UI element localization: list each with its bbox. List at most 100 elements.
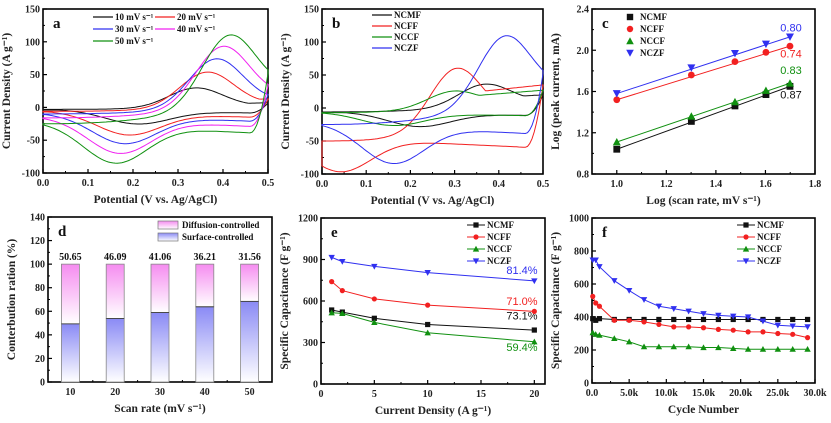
x-tick-label: 50 [245, 387, 255, 398]
marker-circle [590, 293, 596, 299]
marker-triangle-up [730, 97, 739, 106]
marker-circle [641, 319, 647, 325]
y-tick-label: 2.4 [577, 5, 590, 16]
bar-data-label: 36.21 [194, 252, 217, 263]
marker-triangle-down [759, 318, 767, 325]
x-tick-label: 0 [319, 389, 324, 400]
x-tick-label: 10 [423, 389, 433, 400]
legend-label: NCMF [487, 220, 514, 230]
marker-circle [715, 326, 721, 332]
y-tick-label: 300 [303, 338, 318, 349]
marker-square [425, 321, 431, 328]
y-tick-label: 80 [35, 283, 45, 294]
bar-diffusion [150, 263, 170, 313]
marker-square [656, 316, 662, 323]
x-tick-label: 1.2 [660, 179, 673, 190]
y-tick-label: 0.8 [577, 170, 590, 181]
marker-triangle-down [371, 263, 378, 270]
bar-diffusion [105, 263, 125, 319]
marker-triangle-up [424, 329, 431, 336]
marker-circle [613, 96, 621, 104]
y-axis-label: Current Density (A g⁻¹) [280, 33, 292, 149]
x-tick-label: 5.0k [620, 388, 639, 399]
cv-curve-black [321, 83, 544, 128]
marker-circle [786, 42, 794, 50]
x-tick-label: 20 [110, 387, 120, 398]
legend-label: NCZF [640, 48, 665, 58]
cv-curve-red [42, 71, 269, 136]
marker-circle [329, 279, 335, 285]
x-tick-label: 10 [65, 387, 75, 398]
marker-triangle-up [774, 345, 782, 352]
marker-triangle-down [472, 258, 480, 265]
y-tick-label: 600 [574, 280, 589, 291]
marker-triangle-up [715, 344, 722, 351]
marker-square [731, 102, 739, 110]
y-tick-label: 50 [30, 70, 40, 81]
marker-circle [686, 324, 692, 330]
x-tick-label: 0.5 [537, 179, 550, 190]
x-tick-label: 0.0 [37, 178, 50, 189]
marker-triangle-down [611, 278, 618, 284]
legend-label: NCCF [487, 244, 512, 254]
y-tick-label: 800 [574, 247, 589, 258]
marker-square [804, 316, 811, 323]
plot-frame [591, 217, 816, 384]
x-tick-label: 15 [476, 389, 486, 400]
y-tick-label: 0 [40, 378, 45, 389]
bar-surface [240, 300, 260, 383]
x-tick-label: 1.0 [611, 179, 624, 190]
x-tick-label: 25.0k [766, 388, 790, 399]
marker-circle [671, 324, 677, 330]
bar-data-label: 46.09 [104, 252, 127, 263]
marker-circle [593, 300, 599, 306]
marker-triangle-up [700, 344, 707, 351]
y-tick-label: 400 [574, 313, 589, 324]
marker-circle [730, 327, 736, 333]
legend-label: NCMF [394, 10, 421, 20]
marker-square [775, 316, 781, 323]
marker-square [531, 327, 537, 333]
marker-square [687, 118, 695, 125]
y-tick-label: -50 [27, 136, 40, 147]
y-tick-label: 60 [35, 307, 45, 318]
panel-label: d [58, 224, 67, 240]
marker-triangle-down [774, 322, 782, 329]
marker-circle [473, 234, 479, 240]
slope-annotation: 0.74 [780, 48, 801, 60]
x-axis-label: Current Density (A g⁻¹) [375, 405, 491, 417]
marker-triangle-up [592, 331, 599, 337]
marker-circle [611, 317, 617, 323]
marker-triangle-down [789, 323, 796, 330]
marker-square [371, 315, 377, 321]
panel-label: b [332, 16, 340, 32]
marker-triangle-down [785, 33, 794, 41]
series-line-red [331, 281, 535, 312]
legend-label: 40 mV s⁻¹ [177, 24, 216, 34]
marker-circle [531, 308, 537, 314]
legend-label: Diffusion-controlled [182, 220, 259, 230]
y-tick-label: 2.0 [577, 46, 590, 57]
marker-circle [762, 48, 770, 56]
marker-triangle-up [685, 343, 692, 350]
marker-square [762, 91, 770, 98]
legend-label: NCMF [640, 12, 667, 22]
x-tick-label: 0.4 [493, 179, 506, 190]
x-tick-label: 0.1 [360, 179, 373, 190]
retention-annotation: 73.1% [506, 310, 537, 322]
marker-triangle-up [611, 335, 618, 342]
legend-label: NCFF [394, 21, 418, 31]
retention-annotation: 81.4% [506, 265, 537, 277]
marker-square [596, 316, 603, 322]
marker-circle [745, 329, 751, 335]
marker-triangle-up [742, 245, 750, 252]
y-tick-label: 100 [30, 260, 45, 271]
x-axis-label: Potential (V vs. Ag/AgCl) [371, 195, 495, 207]
legend-label: Surface-controlled [182, 232, 253, 242]
marker-square [743, 222, 749, 228]
marker-triangle-down [670, 306, 677, 312]
marker-circle [731, 58, 739, 65]
panel-label: a [53, 16, 61, 32]
x-tick-label: 10.0k [655, 388, 679, 399]
marker-triangle-up [759, 345, 767, 352]
